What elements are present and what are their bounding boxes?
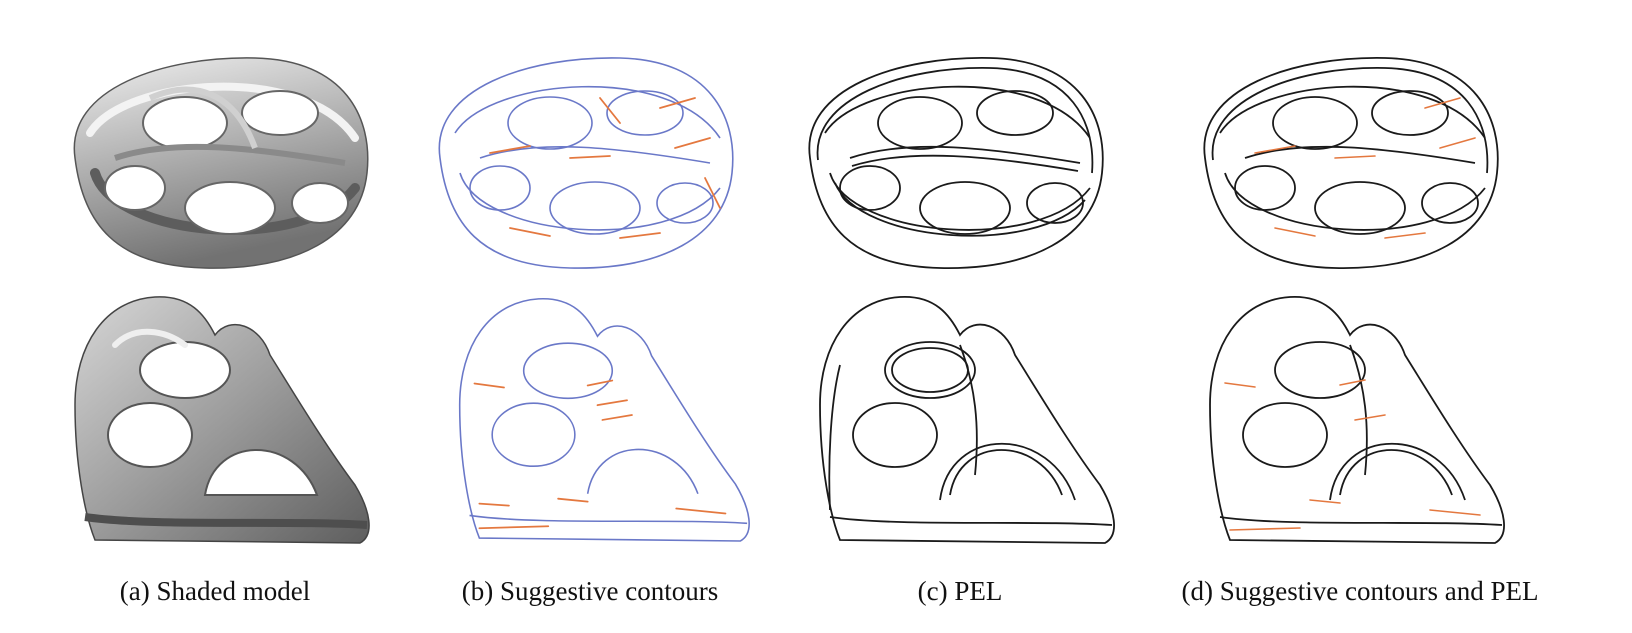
- caption-suggestive-contours: (b) Suggestive contours: [461, 576, 719, 606]
- combined-ring-drawing: [1203, 57, 1499, 269]
- shaded-statue-drawing: [74, 296, 370, 544]
- pel-ring-drawing: [808, 57, 1104, 269]
- shaded-ring-drawing: [73, 57, 369, 269]
- pel-statue-drawing: [819, 296, 1115, 544]
- shaded-ring-model: [55, 38, 375, 276]
- pel-ring: [790, 38, 1120, 276]
- combined-ring: [1185, 38, 1515, 276]
- suggestive-contours-ring: [420, 38, 745, 276]
- suggestive-statue-drawing: [458, 298, 750, 542]
- suggestive-contours-statue: [440, 285, 755, 547]
- combined-statue: [1190, 285, 1510, 547]
- caption-pel: (c) PEL: [917, 576, 1003, 606]
- suggestive-ring-drawing: [438, 57, 734, 269]
- shaded-statue-model: [55, 285, 375, 547]
- combined-statue-drawing: [1209, 296, 1505, 544]
- pel-statue: [800, 285, 1120, 547]
- caption-suggestive-contours-and-pel: (d) Suggestive contours and PEL: [1181, 576, 1539, 606]
- caption-shaded-model: (a) Shaded model: [119, 576, 311, 606]
